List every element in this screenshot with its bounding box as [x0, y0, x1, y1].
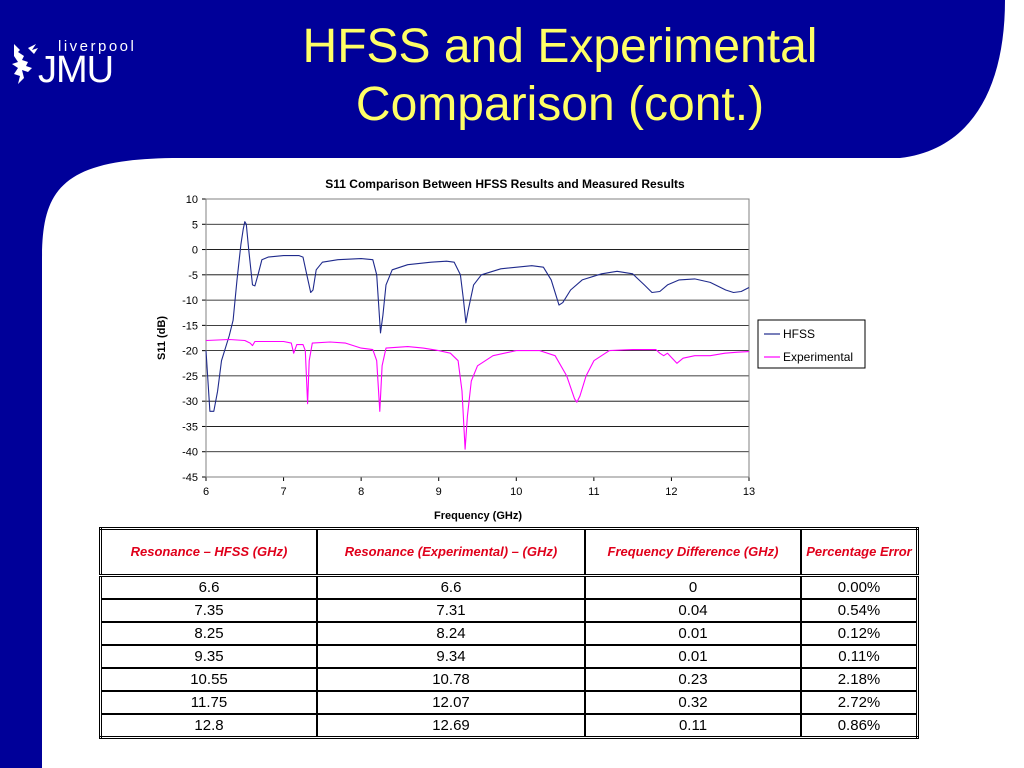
x-tick-label: 6 [203, 486, 209, 498]
table-cell-experimental: 12.69 [316, 713, 586, 739]
table-cell-experimental: 6.6 [316, 574, 586, 600]
liver-bird-icon [12, 44, 38, 84]
logo-liverpool-text: liverpool [58, 38, 137, 55]
x-tick-label: 11 [588, 486, 599, 498]
series-line-experimental [205, 338, 750, 450]
table-cell-error: 0.86% [800, 713, 919, 739]
table-cell-experimental: 7.31 [316, 598, 586, 623]
table-cell-error: 0.54% [800, 598, 919, 623]
chart-gridlines [206, 198, 749, 478]
table-cell-difference: 0.01 [584, 621, 802, 646]
table-row: 6.6 6.6 0 0.00% [99, 574, 919, 600]
x-tick-label: 12 [665, 486, 677, 498]
table-cell-difference: 0.01 [584, 644, 802, 669]
slide-title-line-2: Comparison (cont.) [355, 78, 765, 131]
table-cell-error: 0.12% [800, 621, 919, 646]
y-tick-label: -35 [182, 421, 198, 433]
y-tick-label: 0 [192, 245, 198, 257]
table-cell-error: 2.72% [800, 690, 919, 715]
header-percentage-error: Percentage Error [800, 527, 919, 577]
x-tick-label: 10 [510, 486, 522, 498]
table-cell-difference: 0 [584, 574, 802, 600]
y-tick-label: 10 [186, 194, 198, 206]
y-tick-label: -20 [182, 346, 198, 358]
table-cell-hfss: 11.75 [99, 690, 318, 715]
table-cell-difference: 0.11 [584, 713, 802, 739]
y-tick-label: -40 [182, 447, 198, 459]
table-cell-experimental: 10.78 [316, 667, 586, 692]
slide-title: HFSS and Experimental Comparison (cont.) [180, 18, 940, 134]
table-cell-hfss: 6.6 [99, 574, 318, 600]
table-cell-experimental: 8.24 [316, 621, 586, 646]
legend-label-hfss: HFSS [783, 327, 815, 341]
chart-legend: HFSS Experimental [757, 319, 866, 369]
y-tick-label: -25 [182, 371, 198, 383]
table-cell-hfss: 10.55 [99, 667, 318, 692]
table-row: 12.8 12.69 0.11 0.86% [99, 713, 919, 739]
y-axis-ticks: 10 5 0 -5 -10 -15 -20 -25 -30 -35 -40 -45 [182, 194, 206, 484]
header-resonance-experimental: Resonance (Experimental) – (GHz) [316, 527, 586, 577]
table-body: 6.6 6.6 0 0.00% 7.35 7.31 0.04 0.54% 8.25 8.24 0.0… [99, 574, 919, 739]
table-header-row: Resonance – HFSS (GHz) Resonance (Experi… [99, 527, 919, 577]
s11-comparison-chart: S11 Comparison Between HFSS Results and … [156, 177, 866, 522]
header-frequency-difference: Frequency Difference (GHz) [584, 527, 802, 577]
table-cell-hfss: 7.35 [99, 598, 318, 623]
plot-area-frame [205, 198, 750, 478]
table-cell-hfss: 8.25 [99, 621, 318, 646]
chart-series [205, 221, 750, 450]
table-cell-error: 0.00% [800, 574, 919, 600]
y-axis-label: S11 (dB) [156, 316, 168, 360]
table-cell-hfss: 9.35 [99, 644, 318, 669]
series-line-hfss [205, 221, 750, 412]
table-cell-experimental: 12.07 [316, 690, 586, 715]
jmu-logo: liverpool JMU [8, 38, 138, 94]
legend-label-experimental: Experimental [783, 350, 853, 364]
x-axis-ticks: 6 7 8 9 10 11 12 13 [203, 477, 755, 498]
table-cell-error: 2.18% [800, 667, 919, 692]
table-row: 11.75 12.07 0.32 2.72% [99, 690, 919, 715]
table-row: 8.25 8.24 0.01 0.12% [99, 621, 919, 646]
table-row: 7.35 7.31 0.04 0.54% [99, 598, 919, 623]
table-cell-difference: 0.04 [584, 598, 802, 623]
y-tick-label: -45 [182, 472, 198, 484]
table-cell-error: 0.11% [800, 644, 919, 669]
y-tick-label: -10 [182, 295, 198, 307]
table-cell-hfss: 12.8 [99, 713, 318, 739]
table-cell-experimental: 9.34 [316, 644, 586, 669]
slide-title-line-1: HFSS and Experimental [302, 20, 818, 73]
logo-jmu-text: JMU [38, 49, 114, 91]
y-tick-label: -15 [182, 320, 198, 332]
y-tick-label: 5 [192, 219, 198, 231]
resonance-comparison-table: Resonance – HFSS (GHz) Resonance (Experi… [99, 527, 919, 739]
x-tick-label: 7 [281, 486, 287, 498]
table-row: 10.55 10.78 0.23 2.18% [99, 667, 919, 692]
x-axis-label: Frequency (GHz) [434, 510, 522, 522]
table-cell-difference: 0.23 [584, 667, 802, 692]
x-tick-label: 8 [358, 486, 364, 498]
chart-title: S11 Comparison Between HFSS Results and … [325, 177, 685, 191]
x-tick-label: 9 [436, 486, 442, 498]
y-tick-label: -30 [182, 396, 198, 408]
x-tick-label: 13 [743, 486, 755, 498]
y-tick-label: -5 [188, 270, 198, 282]
table-cell-difference: 0.32 [584, 690, 802, 715]
header-resonance-hfss: Resonance – HFSS (GHz) [99, 527, 318, 577]
table-row: 9.35 9.34 0.01 0.11% [99, 644, 919, 669]
